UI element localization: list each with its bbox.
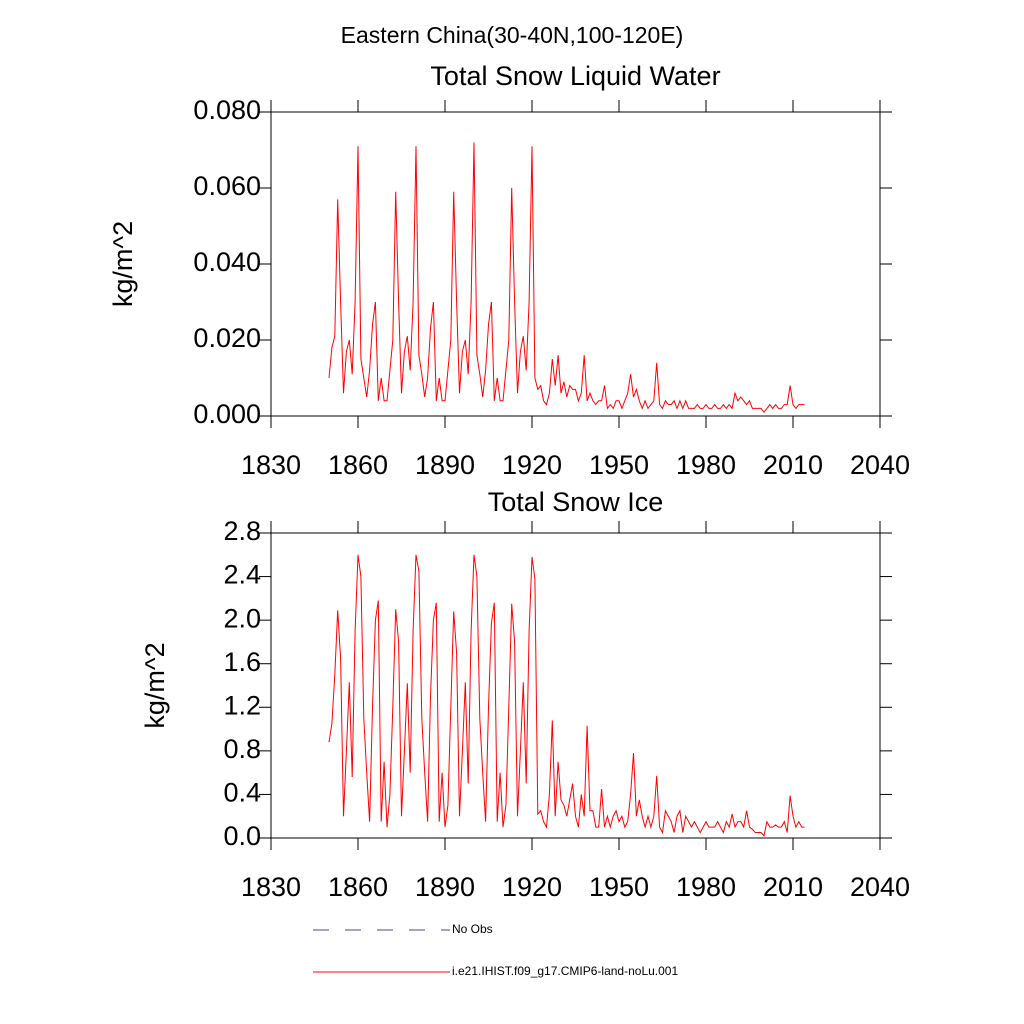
y-tick-label: 2.0 xyxy=(223,603,261,633)
x-tick-label: 1950 xyxy=(589,872,649,902)
x-tick-label: 1830 xyxy=(241,450,301,480)
figure-title: Eastern China(30-40N,100-120E) xyxy=(341,22,684,48)
x-tick-label: 2010 xyxy=(763,872,823,902)
y-tick-label: 0.000 xyxy=(193,399,261,429)
y-axis-label: kg/m^2 xyxy=(140,642,170,728)
y-tick-label: 0.080 xyxy=(193,95,261,125)
x-tick-label: 1860 xyxy=(328,872,388,902)
y-tick-label: 1.2 xyxy=(223,690,261,720)
y-tick-label: 0.020 xyxy=(193,323,261,353)
x-tick-label: 2010 xyxy=(763,450,823,480)
legend-label: i.e21.IHIST.f09_g17.CMIP6-land-noLu.001 xyxy=(452,964,678,978)
y-axis-label: kg/m^2 xyxy=(108,221,138,307)
data-line xyxy=(328,554,805,837)
y-tick-label: 1.6 xyxy=(223,647,261,677)
y-tick-label: 0.060 xyxy=(193,171,261,201)
y-tick-label: 2.4 xyxy=(223,560,261,590)
x-tick-label: 1980 xyxy=(676,872,736,902)
y-tick-label: 0.4 xyxy=(223,778,261,808)
y-tick-label: 0.040 xyxy=(193,247,261,277)
x-tick-label: 1920 xyxy=(502,872,562,902)
x-tick-label: 1890 xyxy=(415,872,475,902)
plot-frame xyxy=(270,532,881,839)
x-tick-label: 1950 xyxy=(589,450,649,480)
chart-title: Total Snow Liquid Water xyxy=(430,61,720,91)
legend-label: No Obs xyxy=(452,922,493,936)
x-tick-label: 2040 xyxy=(850,450,910,480)
y-tick-label: 0.0 xyxy=(223,821,261,851)
x-tick-label: 1860 xyxy=(328,450,388,480)
y-tick-label: 0.8 xyxy=(223,734,261,764)
x-tick-label: 1980 xyxy=(676,450,736,480)
data-line xyxy=(328,142,805,414)
x-tick-label: 1830 xyxy=(241,872,301,902)
x-tick-label: 1920 xyxy=(502,450,562,480)
chart-title: Total Snow Ice xyxy=(488,487,664,517)
x-tick-label: 1890 xyxy=(415,450,475,480)
y-tick-label: 2.8 xyxy=(223,516,261,546)
x-tick-label: 2040 xyxy=(850,872,910,902)
